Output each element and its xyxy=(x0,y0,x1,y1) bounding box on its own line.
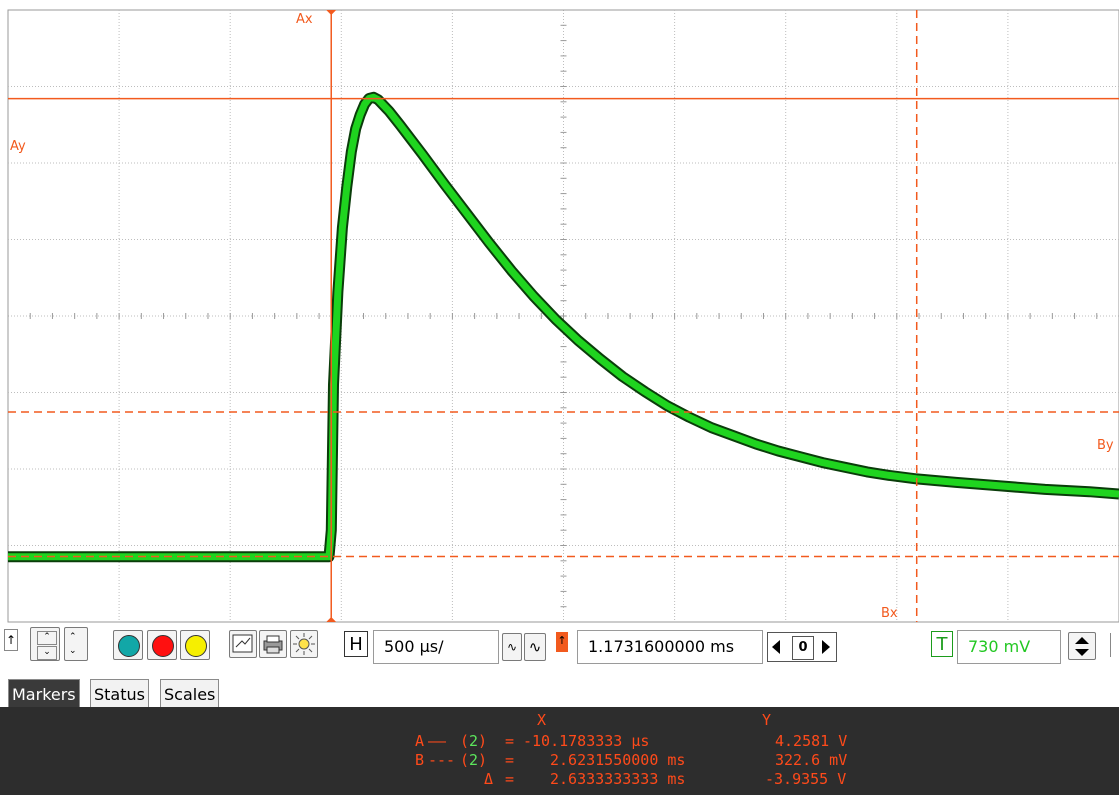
markers-panel: X Y A —— ( 2 ) = -10.1783333 µs 4.2581 V… xyxy=(0,707,1119,795)
marker-delta-name: Δ xyxy=(484,770,494,788)
scroll-updown-button[interactable]: ⌃ ⌄ xyxy=(30,627,60,661)
timebase-field[interactable]: 500 µs/ xyxy=(373,630,499,664)
brightness-button[interactable] xyxy=(290,630,318,658)
column-x-header: X xyxy=(537,711,547,729)
chevron-down-icon: ⌄ xyxy=(69,646,77,656)
trace-line xyxy=(8,93,1119,561)
cursor-ax-bottom-marker xyxy=(326,617,337,622)
tab-markers[interactable]: Markers xyxy=(8,679,80,709)
marker-a-name: A xyxy=(415,732,425,750)
marker-b-x: 2.6231550000 ms xyxy=(550,751,686,769)
cursor-by-label: By xyxy=(1097,438,1114,453)
tab-status[interactable]: Status xyxy=(90,679,149,707)
waveform-trace xyxy=(8,91,1119,563)
teal-circle-icon xyxy=(118,635,140,657)
marker-b-channel-close: ) xyxy=(478,751,488,769)
marker-a-line: —— xyxy=(428,732,447,750)
marker-b-channel-open: ( xyxy=(460,751,470,769)
marker-b-name: B xyxy=(415,751,425,769)
tab-scales[interactable]: Scales xyxy=(160,679,220,707)
trigger-level-stepper[interactable] xyxy=(1068,632,1096,660)
marker-a-y: 4.2581 V xyxy=(775,732,848,750)
marker-delta-equals: = xyxy=(505,770,515,788)
cursor-ax-label: Ax xyxy=(296,12,313,27)
cursors[interactable] xyxy=(8,10,1119,622)
marker-b-y: 322.6 mV xyxy=(775,751,848,769)
marker-a-equals: = xyxy=(505,732,515,750)
column-y-header: Y xyxy=(762,711,772,729)
triangle-down-icon xyxy=(1075,649,1089,656)
bottom-tabs: Markers Status Scales xyxy=(0,676,1119,709)
marker-delta-x: 2.6333333333 ms xyxy=(550,770,686,788)
marker-a-channel-close: ) xyxy=(478,732,488,750)
trigger-level-field[interactable]: 730 mV xyxy=(957,630,1061,664)
marker-b-channel: 2 xyxy=(469,751,479,769)
offset-zero-value[interactable]: 0 xyxy=(792,636,814,660)
marker-delta-y: -3.9355 V xyxy=(765,770,847,788)
ac-coupling-button[interactable]: ∿ xyxy=(502,633,522,661)
cursor-ax-top-marker xyxy=(326,10,337,15)
print-button[interactable] xyxy=(259,630,287,658)
chevron-up-icon: ⌃ xyxy=(69,632,77,642)
overflow-edge xyxy=(1110,633,1119,657)
scope-background xyxy=(0,0,1119,623)
offset-stepper[interactable]: 0 xyxy=(767,632,837,662)
cursor-ay-label: Ay xyxy=(10,139,26,154)
channel-3-button[interactable] xyxy=(180,630,210,660)
arrow-up-icon[interactable]: ↑ xyxy=(4,629,18,651)
channel-2-button[interactable] xyxy=(147,630,177,660)
printer-icon xyxy=(263,635,283,654)
autoscale-icon xyxy=(232,634,253,653)
yellow-circle-icon xyxy=(185,635,207,657)
sun-icon xyxy=(293,633,315,655)
marker-a-x: -10.1783333 µs xyxy=(523,732,650,750)
scroll-toggle-button[interactable]: ⌃ ⌄ xyxy=(64,627,88,661)
chevron-down-icon: ⌄ xyxy=(37,646,57,660)
marker-b-line: --- xyxy=(428,751,456,769)
triangle-up-icon xyxy=(1075,637,1089,644)
autoscale-button[interactable] xyxy=(229,630,257,658)
triangle-right-icon[interactable] xyxy=(822,640,830,654)
toolbar: ↑ ⌃ ⌄ ⌃ ⌄ H 500 µs/ ∿ ∿ ↑ 1.1731600000 m… xyxy=(0,625,1119,675)
trigger-position-icon[interactable]: ↑ xyxy=(556,632,568,652)
cursor-bx-label: Bx xyxy=(881,606,898,621)
red-circle-icon xyxy=(152,635,174,657)
horizontal-label: H xyxy=(344,631,368,657)
triangle-left-icon[interactable] xyxy=(772,640,780,654)
channel-1-button[interactable] xyxy=(113,630,143,660)
chevron-up-icon: ⌃ xyxy=(37,631,57,645)
sine-wave-button[interactable]: ∿ xyxy=(524,633,546,661)
trigger-label: T xyxy=(931,631,953,657)
trigger-offset-field[interactable]: 1.1731600000 ms xyxy=(577,630,763,664)
marker-a-channel: 2 xyxy=(469,732,479,750)
marker-a-channel-open: ( xyxy=(460,732,470,750)
marker-b-equals: = xyxy=(505,751,515,769)
scope-display[interactable]: Ax Ay Bx By xyxy=(0,0,1119,623)
